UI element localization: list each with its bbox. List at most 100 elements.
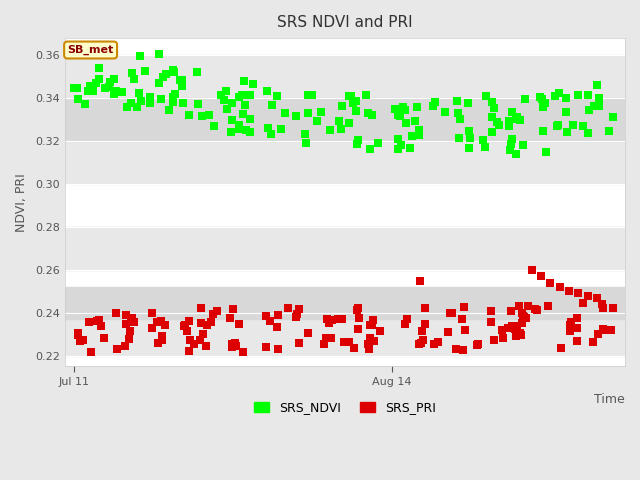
Point bbox=[561, 108, 571, 116]
Point bbox=[413, 132, 424, 139]
Point bbox=[400, 106, 410, 114]
Point bbox=[604, 127, 614, 135]
Point bbox=[554, 283, 564, 291]
Point bbox=[440, 108, 450, 116]
Bar bbox=[65, 98, 625, 141]
Point bbox=[75, 337, 85, 345]
Point bbox=[353, 304, 364, 312]
Point bbox=[565, 321, 575, 329]
Point bbox=[222, 105, 232, 113]
Point bbox=[592, 294, 602, 301]
Point bbox=[273, 311, 284, 318]
Point bbox=[86, 50, 96, 58]
Point bbox=[227, 99, 237, 107]
Point bbox=[406, 132, 417, 140]
Point bbox=[154, 50, 164, 58]
Point bbox=[170, 90, 180, 98]
Point bbox=[478, 136, 488, 144]
Point bbox=[68, 84, 79, 92]
Point bbox=[344, 92, 355, 100]
Point bbox=[536, 95, 547, 103]
Text: SB_met: SB_met bbox=[67, 45, 114, 55]
Point bbox=[208, 311, 218, 318]
Point bbox=[85, 82, 95, 90]
Point bbox=[205, 318, 216, 325]
Point bbox=[367, 111, 377, 119]
Point bbox=[538, 128, 548, 135]
Point bbox=[507, 135, 517, 143]
Point bbox=[517, 310, 527, 317]
Point bbox=[103, 48, 113, 55]
Point bbox=[393, 145, 403, 153]
Point bbox=[135, 52, 145, 60]
Point bbox=[272, 323, 282, 330]
Point bbox=[95, 323, 106, 330]
Point bbox=[605, 326, 616, 334]
Point bbox=[152, 318, 162, 326]
Point bbox=[226, 129, 236, 136]
Point bbox=[552, 122, 563, 130]
Point bbox=[104, 83, 114, 91]
Point bbox=[348, 99, 358, 107]
Point bbox=[596, 300, 607, 308]
Point bbox=[276, 125, 287, 132]
Point bbox=[352, 141, 362, 148]
Point bbox=[180, 322, 190, 329]
Point bbox=[594, 95, 604, 102]
Point bbox=[234, 121, 244, 129]
Point bbox=[337, 125, 347, 133]
Point bbox=[352, 306, 362, 314]
Point bbox=[452, 109, 463, 117]
Point bbox=[100, 84, 111, 92]
Point bbox=[464, 128, 474, 135]
Point bbox=[307, 92, 317, 99]
Point bbox=[443, 328, 453, 336]
Point bbox=[454, 134, 465, 142]
Point bbox=[245, 91, 255, 99]
Point bbox=[193, 100, 203, 108]
Point bbox=[273, 345, 284, 353]
Point bbox=[458, 347, 468, 354]
Point bbox=[463, 99, 473, 107]
Point bbox=[202, 321, 212, 329]
Bar bbox=[65, 312, 625, 356]
Point bbox=[225, 314, 236, 322]
Point bbox=[553, 121, 563, 129]
Point bbox=[168, 98, 179, 106]
Point bbox=[401, 119, 411, 127]
Point bbox=[498, 335, 508, 342]
Point bbox=[145, 93, 155, 101]
Point bbox=[511, 333, 521, 340]
Point bbox=[147, 309, 157, 317]
Point bbox=[527, 266, 537, 274]
Point bbox=[153, 339, 163, 347]
Point bbox=[178, 99, 188, 107]
Point bbox=[417, 327, 427, 335]
Point bbox=[486, 307, 496, 314]
Point bbox=[375, 327, 385, 335]
Point bbox=[312, 117, 322, 125]
Point bbox=[415, 276, 425, 284]
Point bbox=[294, 305, 304, 312]
Point bbox=[321, 334, 332, 341]
Point bbox=[365, 321, 375, 328]
Point bbox=[72, 329, 83, 337]
Point bbox=[572, 337, 582, 345]
Point bbox=[354, 314, 364, 322]
Point bbox=[564, 327, 575, 335]
Point bbox=[193, 69, 203, 76]
Point bbox=[556, 344, 566, 352]
Point bbox=[129, 318, 140, 326]
Point bbox=[92, 317, 102, 325]
Point bbox=[77, 336, 88, 344]
Point bbox=[572, 92, 582, 99]
Point bbox=[353, 325, 363, 333]
Point bbox=[157, 336, 167, 344]
Point bbox=[494, 121, 504, 129]
Point bbox=[536, 272, 546, 280]
Bar bbox=[65, 141, 625, 184]
Point bbox=[490, 336, 500, 344]
Point bbox=[164, 106, 174, 114]
Point bbox=[263, 124, 273, 132]
Point bbox=[156, 95, 166, 103]
